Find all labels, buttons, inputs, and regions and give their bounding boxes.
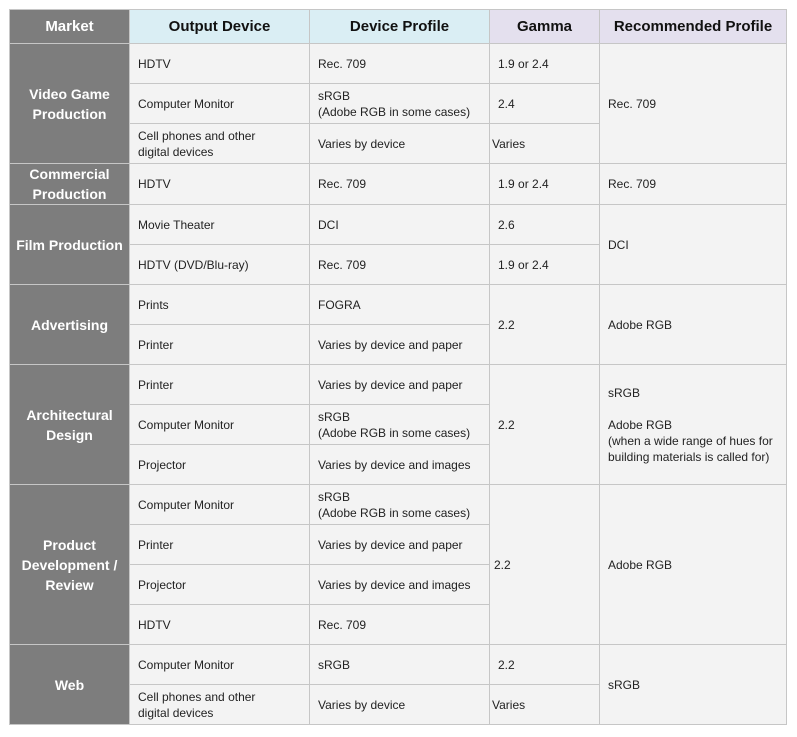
table-row: Web Computer Monitor sRGB 2.2 sRGB [9,644,787,725]
table-row: Product Development / Review Computer Mo… [9,484,787,645]
table-row: HDTV Rec. 709 [10,604,787,645]
header-market: Market [9,9,130,44]
gamma-cell: 2.2 [489,644,600,685]
market-product: Product Development / Review [9,484,130,645]
output-device-cell: Printer [129,524,310,565]
recommended-profile-cell: DCI [599,204,787,285]
device-profile-cell: FOGRA [309,284,490,325]
device-profile-cell: Varies by device and paper [309,324,490,365]
output-device-cell: Cell phones and other digital devices [129,123,310,164]
recommended-profile-cell: sRGB Adobe RGB (when a wide range of hue… [599,364,787,485]
table-row: Computer Monitor sRGB (Adobe RGB in some… [10,83,787,124]
gamma-cell: 2.4 [489,83,600,124]
output-device-cell: Prints [129,284,310,325]
gamma-cell: 1.9 or 2.4 [489,244,600,285]
gamma-cell: Varies [489,123,600,164]
output-device-cell: Printer [129,324,310,365]
output-device-cell: HDTV [129,604,310,645]
header-gamma: Gamma [489,9,600,44]
table-row: Video Game Production HDTV Rec. 709 1.9 … [9,43,787,164]
output-device-cell: Projector [129,444,310,485]
gamma-cell: 2.2 [489,284,600,365]
output-device-cell: HDTV (DVD/Blu-ray) [129,244,310,285]
table-row: Film Production Movie Theater DCI 2.6 DC… [9,204,787,285]
gamma-cell: 1.9 or 2.4 [489,163,600,205]
device-profile-cell: Rec. 709 [309,604,490,645]
header-output-device: Output Device [129,9,310,44]
gamma-cell: Varies [489,684,600,725]
market-video-game: Video Game Production [9,43,130,164]
device-profile-cell: sRGB (Adobe RGB in some cases) [309,484,490,525]
output-device-cell: HDTV [129,163,310,205]
device-profile-cell: Varies by device and images [309,444,490,485]
output-device-cell: Computer Monitor [129,404,310,445]
output-device-cell: Cell phones and other digital devices [129,684,310,725]
table-row: Printer Varies by device and paper [10,524,787,565]
table-row: Projector Varies by device and images [10,444,787,485]
output-device-cell: Computer Monitor [129,644,310,685]
gamma-cell: 2.2 [489,364,600,485]
output-device-cell: Movie Theater [129,204,310,245]
recommended-profile-cell: Rec. 709 [599,163,787,205]
market-architectural: Architectural Design [9,364,130,485]
market-advertising: Advertising [9,284,130,365]
output-device-cell: Computer Monitor [129,83,310,124]
gamma-cell: 2.2 [489,484,600,645]
device-profile-cell: Rec. 709 [309,43,490,84]
device-profile-cell: Varies by device and paper [309,524,490,565]
device-profile-cell: Varies by device [309,684,490,725]
device-profile-cell: Varies by device [309,123,490,164]
device-profile-cell: Rec. 709 [309,244,490,285]
gamma-cell: 1.9 or 2.4 [489,43,600,84]
output-device-cell: HDTV [129,43,310,84]
market-commercial: Commercial Production [9,163,130,205]
device-profile-cell: Varies by device and images [309,564,490,605]
header-row: Market Output Device Device Profile Gamm… [9,9,787,44]
device-profile-cell: Varies by device and paper [309,364,490,405]
table-row: Cell phones and other digital devices Va… [10,684,787,725]
table-row: Architectural Design Printer Varies by d… [9,364,787,485]
header-recommended-profile: Recommended Profile [599,9,787,44]
output-device-cell: Printer [129,364,310,405]
recommended-profile-cell: Adobe RGB [599,484,787,645]
table-row: Commercial Production HDTV Rec. 709 1.9 … [9,163,787,205]
recommended-profile-cell: Adobe RGB [599,284,787,365]
header-device-profile: Device Profile [309,9,490,44]
device-profile-cell: Rec. 709 [309,163,490,205]
table-row: Printer Varies by device and paper [10,324,787,365]
device-profile-cell: sRGB (Adobe RGB in some cases) [309,404,490,445]
recommended-profile-cell: Rec. 709 [599,43,787,164]
color-profile-table: Market Output Device Device Profile Gamm… [9,9,787,725]
device-profile-cell: sRGB (Adobe RGB in some cases) [309,83,490,124]
device-profile-cell: DCI [309,204,490,245]
output-device-cell: Projector [129,564,310,605]
table-row: Computer Monitor sRGB (Adobe RGB in some… [10,404,787,445]
table-row: Advertising Prints FOGRA 2.2 Adobe RGB [9,284,787,365]
gamma-cell: 2.6 [489,204,600,245]
recommended-profile-cell: sRGB [599,644,787,725]
market-web: Web [9,644,130,725]
device-profile-cell: sRGB [309,644,490,685]
market-film: Film Production [9,204,130,285]
table-row: Cell phones and other digital devices Va… [10,123,787,164]
output-device-cell: Computer Monitor [129,484,310,525]
